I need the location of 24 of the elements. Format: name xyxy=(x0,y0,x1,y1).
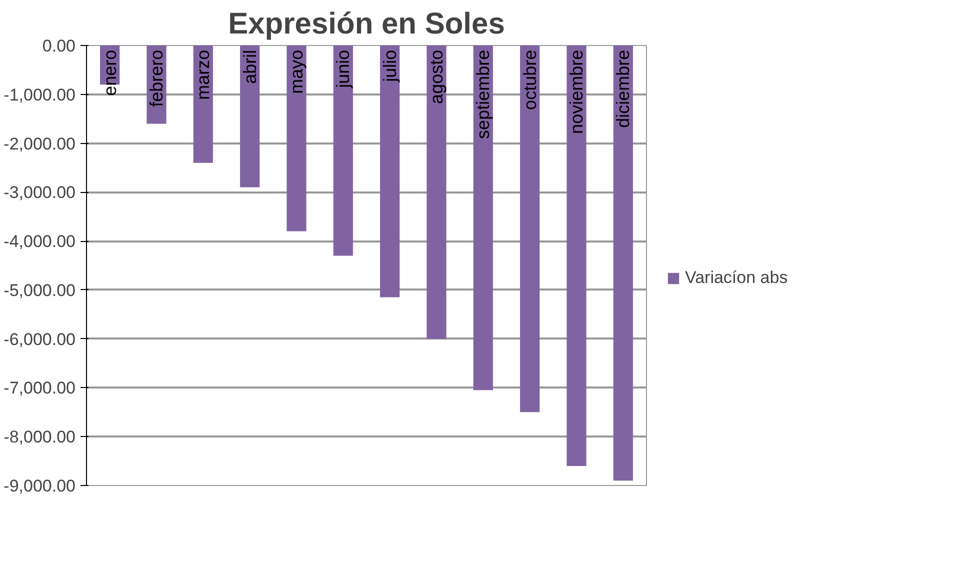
x-tick-label: junio xyxy=(333,50,354,89)
x-tick-label: febrero xyxy=(146,50,166,107)
x-tick-label: julio xyxy=(380,50,400,83)
x-tick-label: mayo xyxy=(286,50,306,94)
y-tick-label: -1,000.00 xyxy=(4,85,76,104)
y-tick-label: -3,000.00 xyxy=(4,183,76,202)
x-tick-label: enero xyxy=(100,50,120,96)
y-tick-label: -4,000.00 xyxy=(4,232,76,252)
y-tick-label: 0.00 xyxy=(42,36,76,56)
x-tick-label: septiembre xyxy=(473,50,494,139)
x-tick-label: agosto xyxy=(426,50,446,104)
y-tick-label: -9,000.00 xyxy=(4,476,76,496)
y-tick-label: -2,000.00 xyxy=(4,134,76,154)
x-tick-label: abril xyxy=(240,50,260,84)
y-tick-label: -6,000.00 xyxy=(4,330,76,349)
y-tick-label: -8,000.00 xyxy=(4,428,76,447)
x-tick-label: marzo xyxy=(193,50,214,100)
chart-title: Expresión en Soles xyxy=(228,8,505,40)
x-tick-label: diciembre xyxy=(613,50,634,128)
legend-label: Variacíon abs xyxy=(685,268,789,288)
x-tick-label: noviembre xyxy=(566,50,586,134)
x-tick-label: octubre xyxy=(520,50,540,110)
y-tick-label: -5,000.00 xyxy=(4,280,76,300)
y-tick-label: -7,000.00 xyxy=(4,378,76,398)
